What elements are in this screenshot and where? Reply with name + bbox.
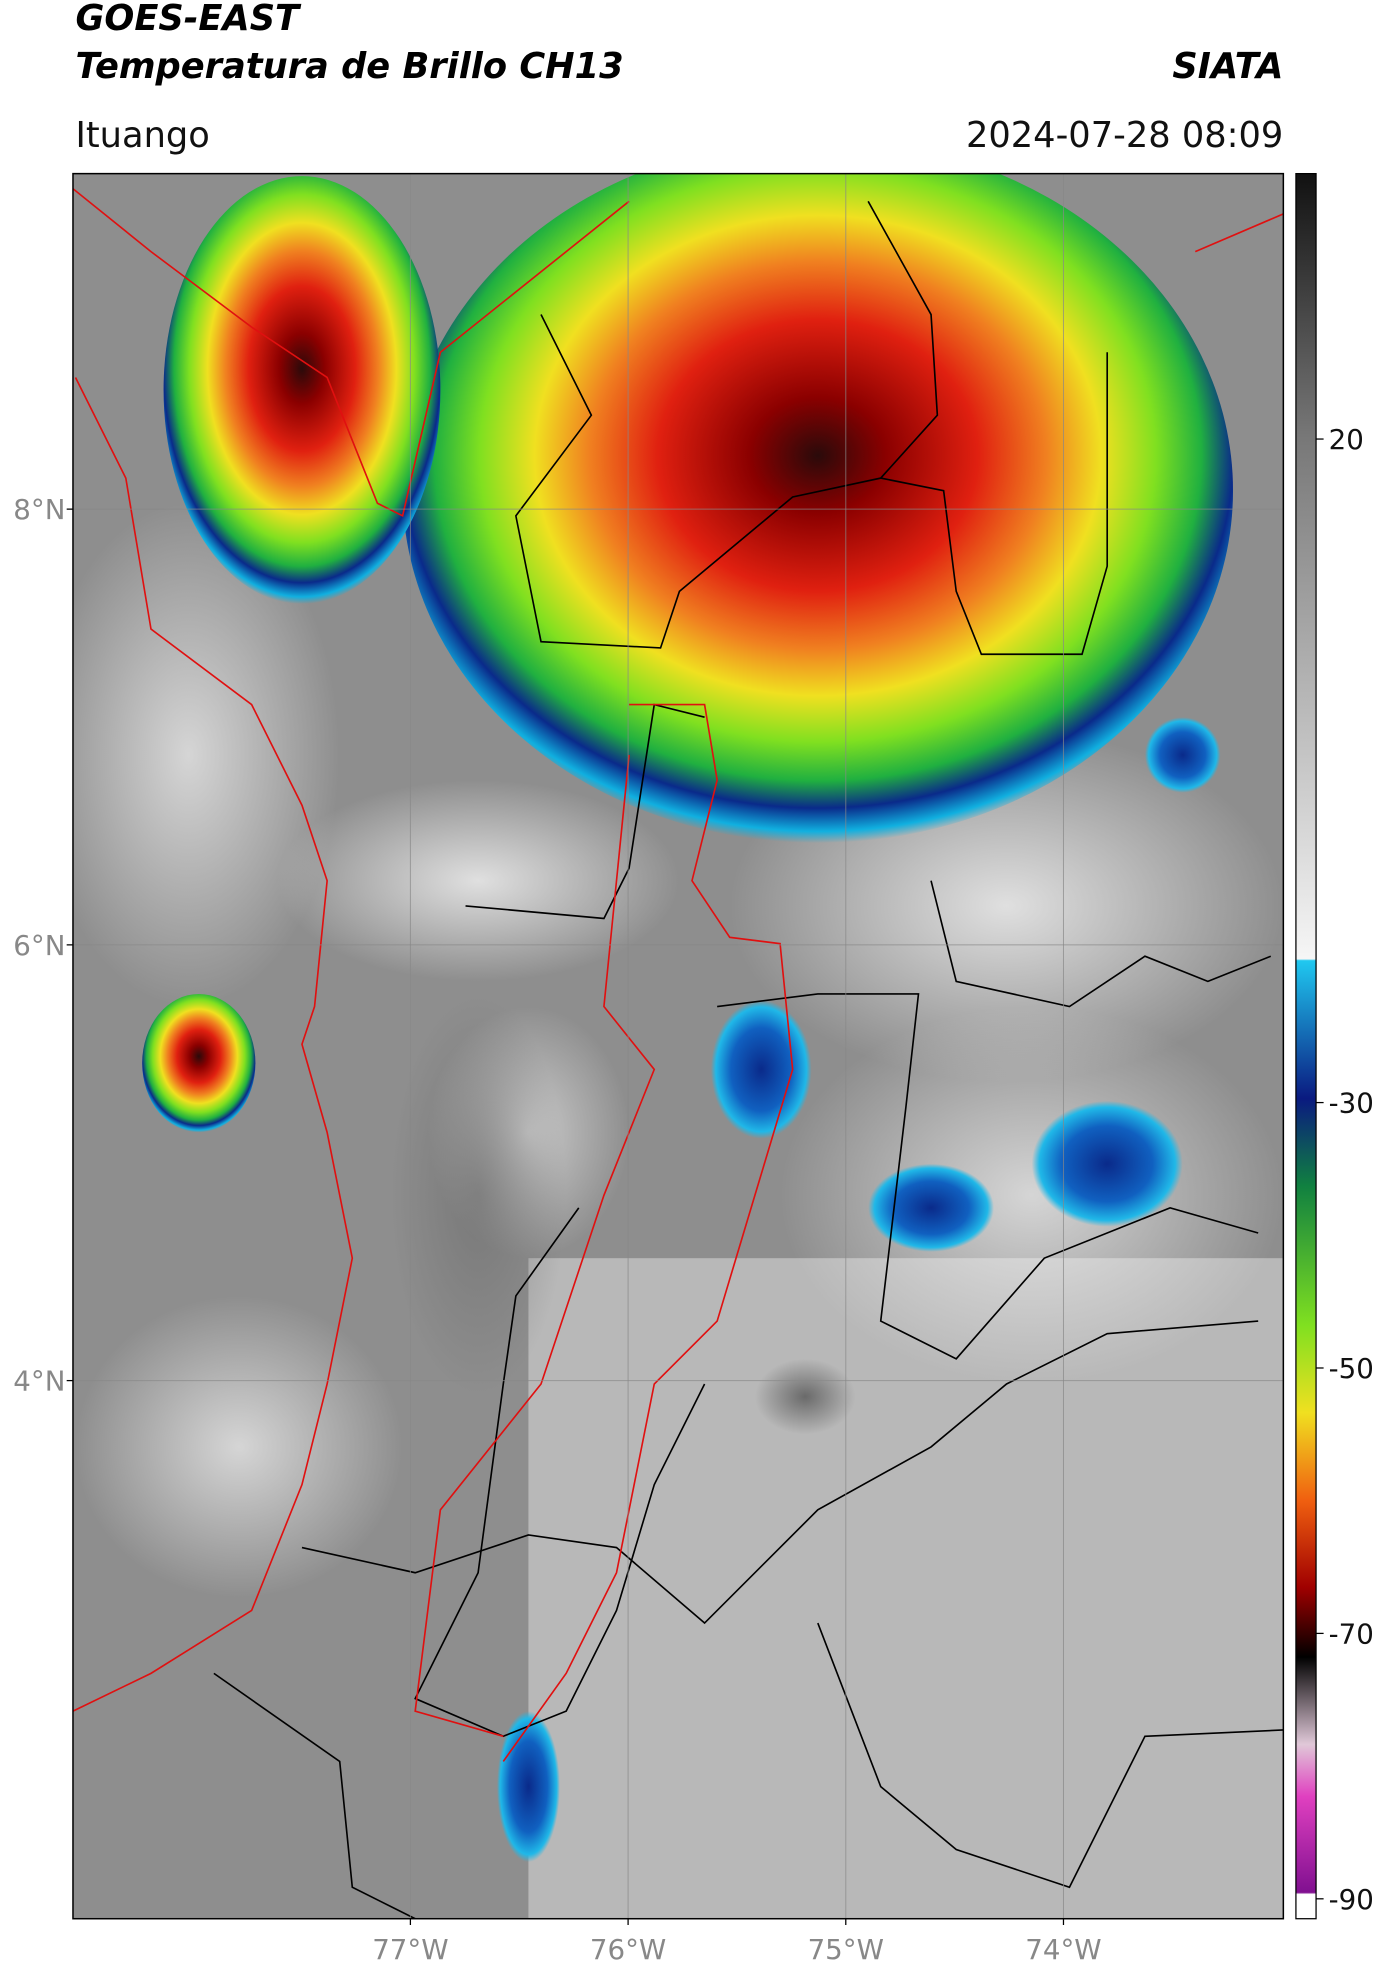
cold-cloud bbox=[1031, 1100, 1183, 1227]
graticule bbox=[72, 173, 1284, 1919]
cold-cloud bbox=[1144, 717, 1221, 793]
border bbox=[465, 703, 705, 920]
convective-storm bbox=[142, 993, 256, 1133]
border bbox=[414, 1207, 706, 1738]
cloud bbox=[780, 1006, 1284, 1384]
lon-tick-label: 74°W bbox=[1025, 1933, 1101, 1966]
lat-tick-label: 6°N bbox=[13, 929, 65, 962]
dark-area bbox=[754, 1358, 856, 1435]
convective-storm bbox=[402, 173, 1233, 843]
border bbox=[930, 880, 1272, 1008]
lat-tick-label: 8°N bbox=[13, 493, 65, 526]
border bbox=[502, 703, 794, 1762]
map-frame bbox=[72, 172, 1285, 1920]
lon-tick-label: 75°W bbox=[808, 1933, 884, 1966]
title-line: Temperatura de Brillo CH13 bbox=[75, 46, 623, 87]
colorbar-tick-label: -70 bbox=[1329, 1617, 1374, 1650]
cold-cloud bbox=[710, 1000, 812, 1139]
organization: SIATA bbox=[1172, 46, 1283, 87]
timestamp: 2024-07-28 08:09 bbox=[966, 115, 1283, 156]
lon-tick-label: 77°W bbox=[372, 1933, 448, 1966]
colorbar-tick-label: -90 bbox=[1329, 1883, 1374, 1916]
border bbox=[1194, 213, 1284, 253]
border bbox=[72, 188, 630, 518]
border bbox=[817, 1622, 1284, 1889]
lat-tick-label: 4°N bbox=[13, 1365, 65, 1398]
colorbar-tick-label: -30 bbox=[1329, 1087, 1374, 1120]
convective-storm bbox=[163, 176, 441, 604]
colorbar-tick-label: -50 bbox=[1329, 1352, 1374, 1385]
cloud bbox=[75, 1295, 403, 1598]
border bbox=[514, 200, 939, 649]
title-line: GOES-EAST bbox=[75, 0, 302, 39]
border bbox=[301, 1320, 1259, 1625]
cloud bbox=[72, 503, 340, 1007]
border bbox=[213, 1672, 416, 1919]
border bbox=[717, 993, 1259, 1360]
cold-cloud bbox=[868, 1163, 994, 1252]
colorbar-tick-label: 20 bbox=[1329, 423, 1364, 456]
border bbox=[880, 352, 1109, 656]
admin-borders bbox=[213, 200, 1284, 1919]
colorbar bbox=[1295, 172, 1317, 1920]
satellite-image bbox=[72, 173, 1284, 1919]
dark-area bbox=[390, 993, 567, 1397]
national-borders bbox=[72, 188, 1284, 1762]
lon-tick-label: 76°W bbox=[590, 1933, 666, 1966]
cold-cloud bbox=[496, 1711, 560, 1863]
cloud bbox=[276, 780, 680, 982]
coastline bbox=[72, 377, 354, 1712]
border bbox=[414, 754, 656, 1738]
location: Ituango bbox=[75, 115, 209, 156]
